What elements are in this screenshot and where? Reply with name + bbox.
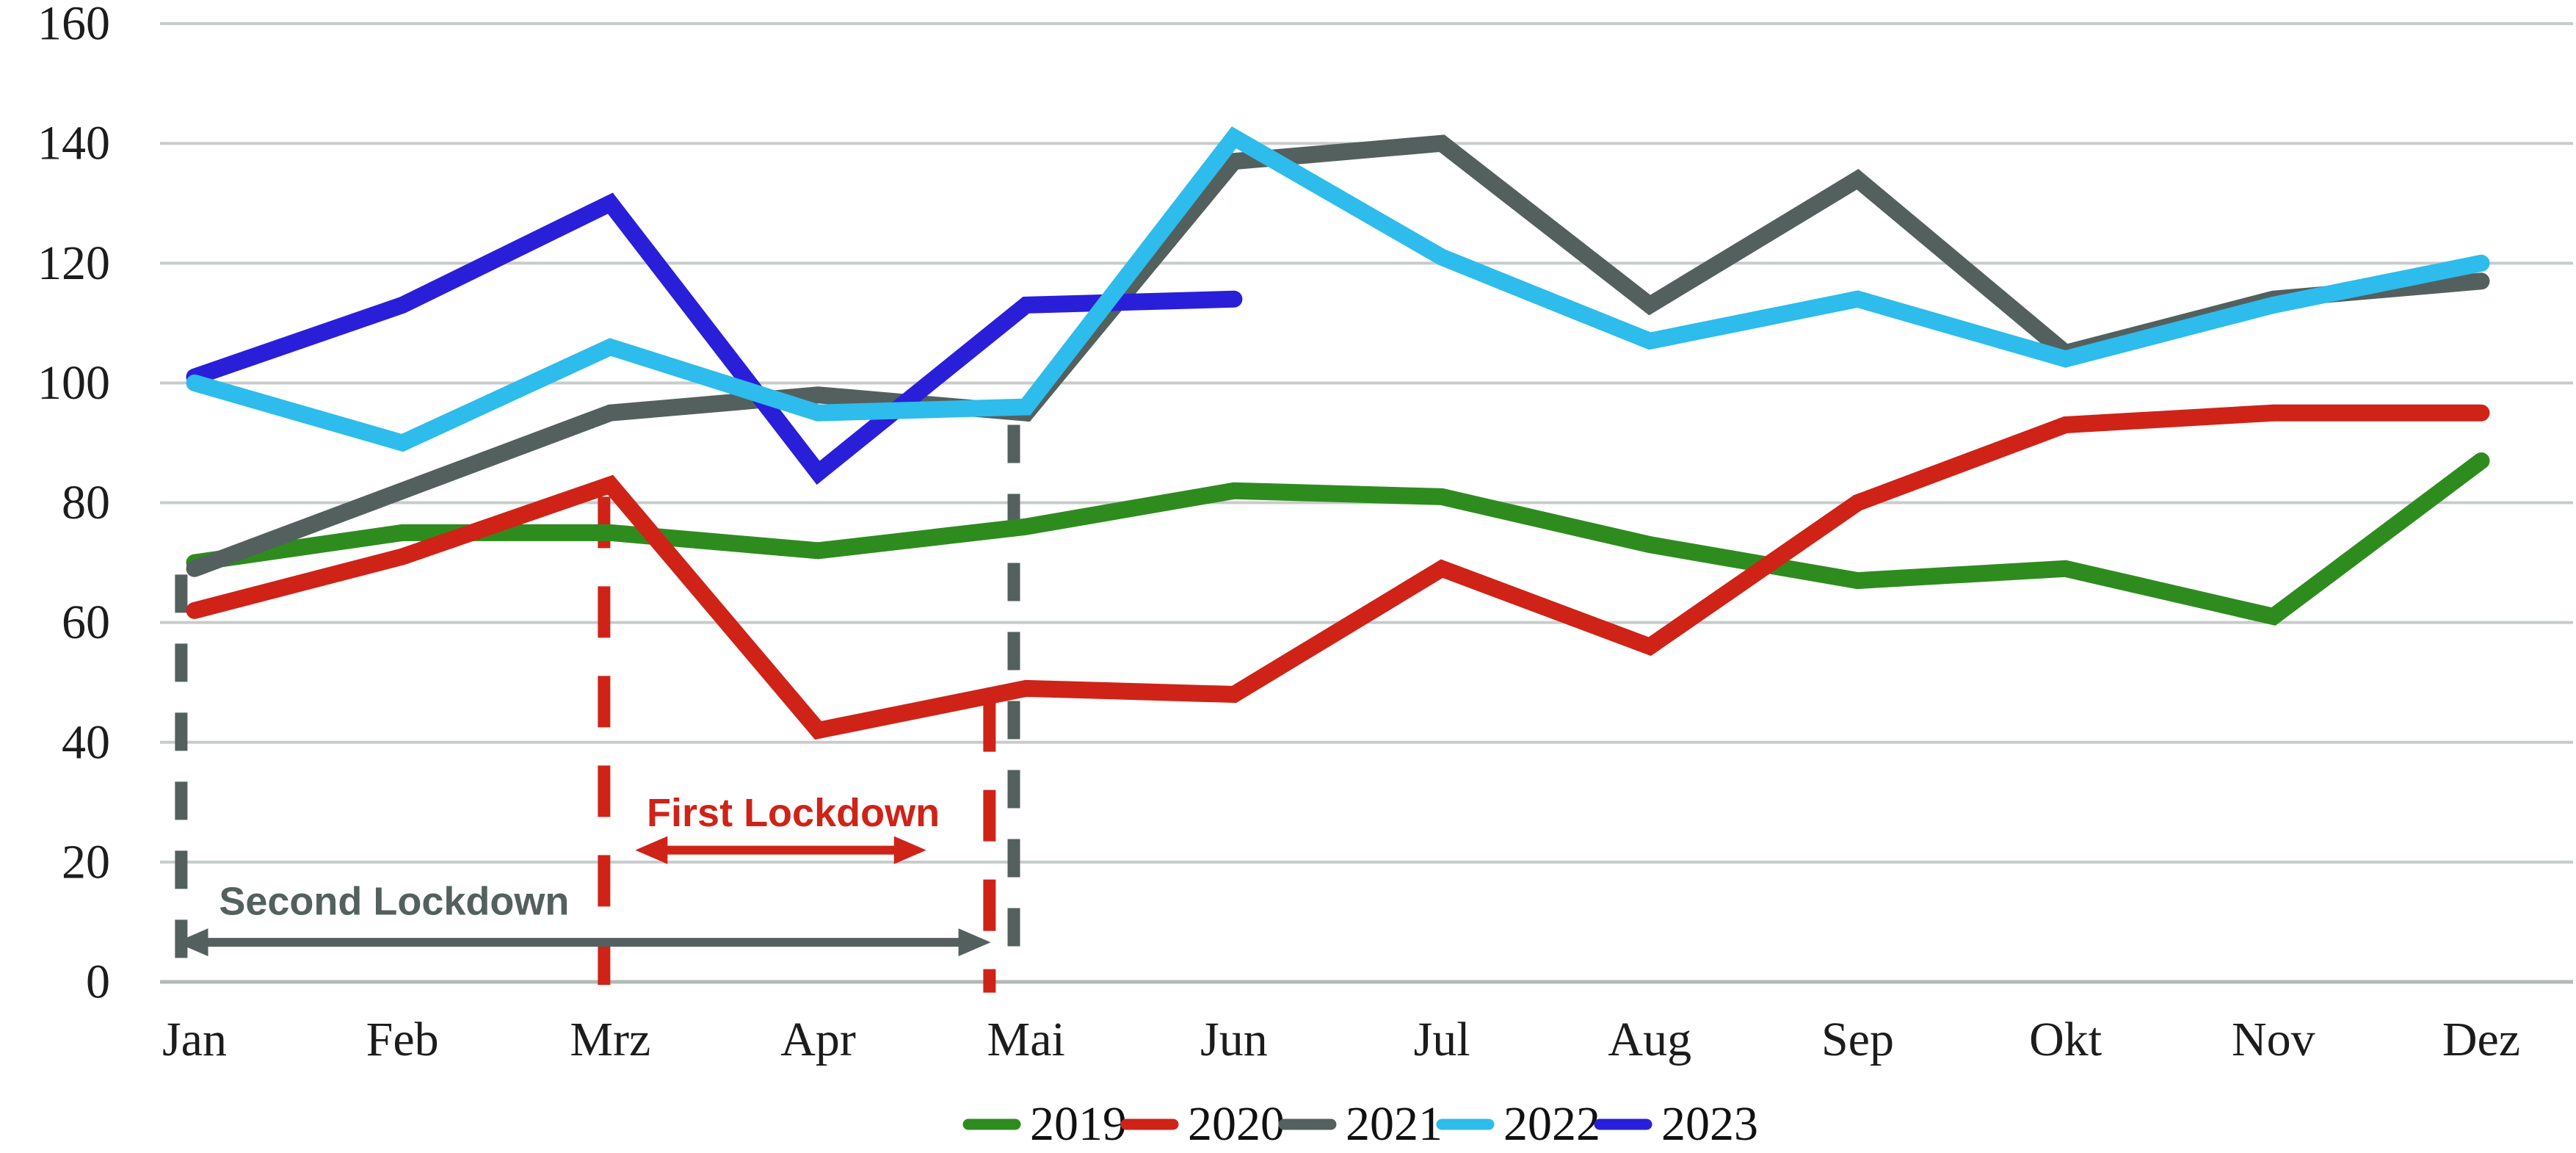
legend-label-2022: 2022 (1503, 1097, 1600, 1151)
second-lockdown-arrow-head-left (175, 928, 208, 957)
first-lockdown-label: First Lockdown (647, 791, 940, 835)
y-tick-label-140: 140 (37, 117, 110, 170)
x-tick-label-Feb: Feb (366, 1013, 439, 1066)
y-tick-label-80: 80 (62, 476, 110, 529)
second-lockdown-label: Second Lockdown (219, 880, 569, 924)
y-tick-label-60: 60 (62, 596, 110, 649)
legend-item-2022: 2022 (1436, 1097, 1600, 1151)
legend-item-2019: 2019 (962, 1097, 1127, 1151)
series-line-2022 (186, 126, 2490, 452)
first-lockdown-arrow-head-right (893, 836, 926, 864)
first-lockdown-arrow-head-left (635, 836, 668, 864)
y-tick-label-120: 120 (37, 236, 110, 290)
y-tick-label-20: 20 (62, 835, 110, 889)
x-tick-label-Dez: Dez (2442, 1013, 2520, 1066)
legend-label-2021: 2021 (1346, 1097, 1443, 1151)
x-tick-label-Jan: Jan (162, 1013, 227, 1066)
x-tick-label-Nov: Nov (2232, 1013, 2315, 1066)
first-lockdown-arrow (635, 836, 926, 864)
x-tick-label-Sep: Sep (1821, 1013, 1894, 1066)
legend-label-2023: 2023 (1661, 1097, 1758, 1151)
x-tick-label-Mrz: Mrz (570, 1013, 650, 1066)
legend: 2019 2020 2021 2022 2023 (962, 1097, 1758, 1151)
series-line-2023 (186, 192, 1243, 485)
x-tick-label-Aug: Aug (1608, 1013, 1691, 1066)
x-tick-label-Jul: Jul (1414, 1013, 1470, 1066)
x-tick-label-Jun: Jun (1200, 1013, 1268, 1066)
y-tick-label-40: 40 (62, 715, 110, 769)
legend-item-2020: 2020 (1120, 1097, 1285, 1151)
legend-item-2021: 2021 (1278, 1097, 1443, 1151)
x-tick-label-Mai: Mai (987, 1013, 1065, 1066)
legend-label-2019: 2019 (1030, 1097, 1127, 1151)
legend-label-2020: 2020 (1188, 1097, 1285, 1151)
legend-item-2023: 2023 (1594, 1097, 1758, 1151)
y-tick-label-0: 0 (86, 955, 110, 1009)
x-tick-label-Okt: Okt (2029, 1013, 2102, 1066)
x-tick-label-Apr: Apr (780, 1013, 856, 1066)
y-tick-label-160: 160 (37, 0, 110, 51)
series-line-2019 (186, 452, 2490, 626)
series-line-2020 (186, 404, 2490, 740)
y-tick-label-100: 100 (37, 356, 110, 410)
second-lockdown-arrow-head-right (958, 928, 991, 957)
second-lockdown-arrow (175, 928, 991, 957)
